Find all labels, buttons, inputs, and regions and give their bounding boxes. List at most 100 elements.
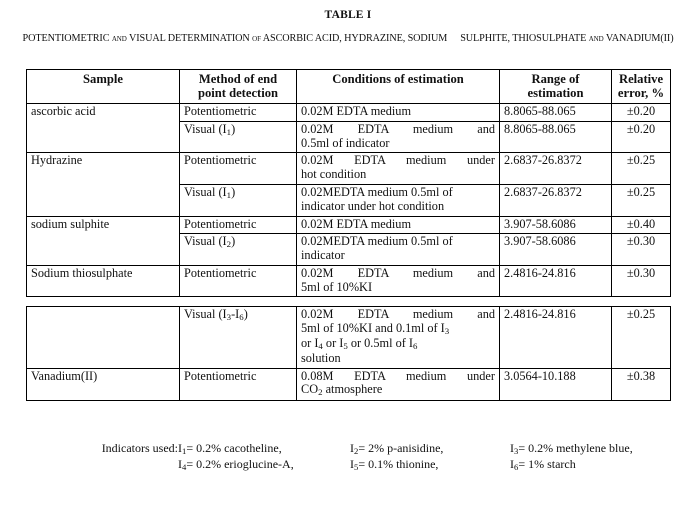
cell-method: Potentiometric <box>179 152 297 186</box>
sample-name: sodium sulphite <box>31 216 110 231</box>
method-subscript: 1 <box>226 189 232 200</box>
indicator-subscript: 4 <box>182 461 187 472</box>
cell-method: Potentiometric <box>179 367 297 402</box>
condition-text: CO <box>301 382 319 397</box>
condition-line: CO2 atmosphere <box>301 382 383 398</box>
indicator-subscript: 2 <box>354 445 359 456</box>
error-value: ±0.38 <box>626 368 656 383</box>
cell-range: 3.907-58.6086 <box>499 215 612 235</box>
condition-subscript: 4 <box>318 340 323 351</box>
cell-error: ±0.30 <box>611 264 671 298</box>
condition-line: indicator under hot condition <box>301 198 445 213</box>
header-method-line1: Method of end <box>198 72 278 86</box>
method-label: Potentiometric <box>184 104 257 119</box>
error-value: ±0.20 <box>626 104 656 119</box>
footnote-item-i1: I1= 0.2% cacotheline, <box>178 441 350 457</box>
cell-conditions: 0.08M EDTA medium under CO2 atmosphere <box>296 367 500 402</box>
method-subscript: 6 <box>239 312 244 323</box>
method-label: Visual (I <box>184 307 227 322</box>
condition-text: or I <box>322 336 344 350</box>
header-sample-text: Sample <box>83 72 123 86</box>
sample-name: Hydrazine <box>31 153 83 168</box>
cell-range: 2.6837-26.8372 <box>499 152 612 186</box>
range-value: 3.0564-10.188 <box>504 368 576 383</box>
footnote-item-i5: I5= 0.1% thionine, <box>350 457 510 473</box>
method-label: Visual (I <box>184 234 227 249</box>
header-method-line2: point detection <box>197 86 279 101</box>
cell-error: ±0.25 <box>611 152 671 186</box>
error-value: ±0.20 <box>626 121 656 136</box>
range-value: 3.907-58.6086 <box>504 234 576 249</box>
cell-sample: Hydrazine <box>26 152 180 217</box>
table-container: Sample Method of end point detection Cond… <box>26 68 671 402</box>
cell-method: Visual (I1) <box>179 120 297 154</box>
indicator-subscript: 6 <box>514 461 519 472</box>
cell-range: 2.4816-24.816 <box>499 306 612 369</box>
range-value: 8.8065-88.065 <box>504 104 576 119</box>
cell-method: Potentiometric <box>179 215 297 235</box>
method-label-mid: -I <box>231 307 240 322</box>
cell-conditions: 0.02M EDTA medium <box>296 103 500 122</box>
table-row: Visual (I1) 0.02MEDTA medium 0.5ml of ind… <box>27 184 671 217</box>
method-label-tail: ) <box>231 185 236 200</box>
table-row: Visual (I3-I6) 0.02M EDTA medium and 5ml … <box>26 306 671 369</box>
cell-method: Visual (I3-I6) <box>179 306 297 369</box>
method-subscript: 3 <box>226 312 232 323</box>
method-label: Visual (I <box>184 121 227 136</box>
condition-subscript: 6 <box>413 340 418 351</box>
cell-conditions: 0.02M EDTA medium and 5ml of 10%KI <box>296 264 500 298</box>
cell-error: ±0.25 <box>611 306 671 369</box>
condition-line: 0.02M EDTA medium and <box>301 265 495 280</box>
indicator-subscript: 1 <box>182 445 187 456</box>
condition-text: or I <box>301 336 319 350</box>
method-label-tail: ) <box>231 234 236 249</box>
indicator-description: = 0.1% thionine, <box>358 456 439 471</box>
cell-method: Potentiometric <box>179 103 297 122</box>
condition-line: 0.08M EDTA medium under <box>301 368 495 383</box>
footnote-label: Indicators used: <box>101 441 178 455</box>
error-value: ±0.25 <box>626 153 656 168</box>
condition-line: 0.02M EDTA medium and <box>301 121 495 136</box>
condition-text: or 0.5ml of I <box>347 336 413 350</box>
table-row: Visual (I1) 0.02M EDTA medium and 0.5ml o… <box>27 120 671 154</box>
range-value: 2.4816-24.816 <box>504 265 576 280</box>
method-label: Potentiometric <box>184 216 257 231</box>
column-header-range: Range of estimation <box>499 68 612 105</box>
method-subscript: 2 <box>226 239 232 250</box>
indicator-description: = 0.2% erioglucine-A, <box>186 456 294 471</box>
cell-range: 2.6837-26.8372 <box>499 184 612 217</box>
table-caption: POTENTIOMETRIC and VISUAL DETERMINATION … <box>0 33 696 44</box>
indicator-description: = 1% starch <box>518 456 576 471</box>
error-value: ±0.30 <box>626 234 656 249</box>
footnote-item-i4: I4= 0.2% erioglucine-A, <box>178 457 350 473</box>
footnote-label-empty <box>26 457 178 473</box>
indicators-footnote: Indicators used: I1= 0.2% cacotheline, I… <box>26 441 670 472</box>
table-row: sodium sulphite Potentiometric 0.02M EDT… <box>26 215 671 266</box>
error-value: ±0.40 <box>626 216 656 231</box>
cell-sample: ascorbic acid <box>26 103 180 154</box>
cell-sample: Sodium thiosulphate <box>26 264 180 298</box>
method-label: Potentiometric <box>184 265 257 280</box>
header-error-line1: Relative <box>618 72 664 86</box>
condition-text: atmosphere <box>322 382 383 397</box>
error-value: ±0.25 <box>626 185 656 200</box>
condition-subscript: 2 <box>318 387 323 398</box>
condition-line: 0.02M EDTA medium <box>301 216 412 231</box>
cell-error: ±0.20 <box>611 103 671 122</box>
cell-conditions: 0.02M EDTA medium under hot condition <box>296 152 500 186</box>
indicator-id: I <box>350 441 354 455</box>
indicator-description: = 2% p-anisidine, <box>358 441 444 455</box>
condition-subscript: 3 <box>444 326 450 337</box>
range-value: 2.6837-26.8372 <box>504 153 582 168</box>
cell-conditions: 0.02MEDTA medium 0.5ml of indicator under… <box>296 184 500 217</box>
range-value: 2.4816-24.816 <box>504 307 576 322</box>
column-header-error: Relative error, % <box>611 68 671 105</box>
cell-conditions: 0.02MEDTA medium 0.5ml of indicator <box>296 233 500 266</box>
condition-subscript: 5 <box>343 340 348 351</box>
cell-conditions: 0.02M EDTA medium <box>296 215 500 235</box>
error-value: ±0.30 <box>626 265 656 280</box>
cell-range: 8.8065-88.065 <box>499 120 612 154</box>
header-range-line1: Range of <box>531 72 580 86</box>
condition-line: or I4 or I5 or 0.5ml of I6 <box>301 336 418 351</box>
table-header-row: Sample Method of end point detection Cond… <box>26 68 671 105</box>
